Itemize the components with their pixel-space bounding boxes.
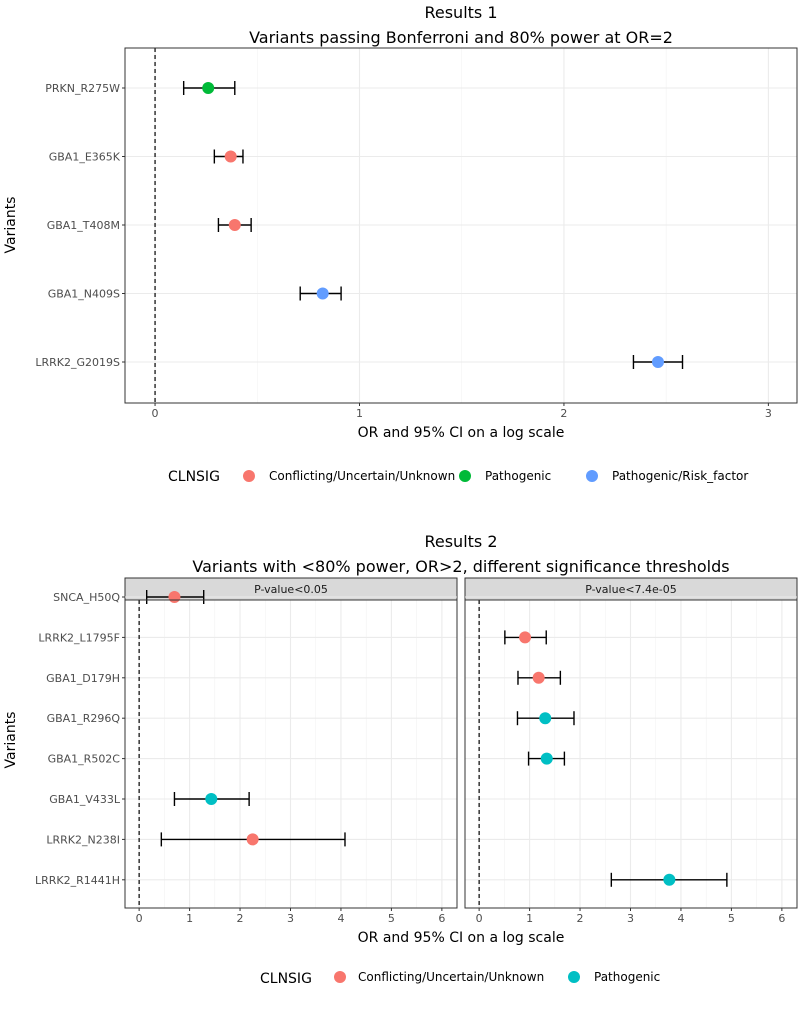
data-point (316, 287, 329, 300)
y-tick-label: GBA1_T408M (47, 219, 120, 232)
y-tick-label: LRRK2_R1441H (35, 874, 120, 887)
chart2-title: Results 2 (424, 532, 497, 551)
legend-label: Pathogenic/Risk_factor (612, 469, 748, 483)
x-tick-label: 3 (765, 407, 772, 420)
y-tick-label: GBA1_N409S (48, 288, 120, 301)
chart2-legend-title: CLNSIG (260, 971, 312, 987)
chart1-legend-title: CLNSIG (168, 469, 220, 485)
x-tick-label: 5 (728, 912, 735, 925)
x-tick-label: 2 (577, 912, 584, 925)
data-point (651, 356, 664, 368)
y-tick-label: GBA1_D179H (46, 672, 120, 685)
data-point (539, 712, 552, 725)
legend-key (459, 470, 471, 482)
y-tick-label: GBA1_E365K (49, 151, 121, 164)
legend-label: Pathogenic (594, 970, 660, 984)
chart2-subtitle: Variants with <80% power, OR>2, differen… (192, 557, 729, 576)
y-tick-label: PRKN_R275W (45, 82, 120, 95)
data-point (532, 671, 545, 684)
legend-key (568, 971, 580, 983)
facet-strip-label: P-value<0.05 (254, 583, 328, 596)
chart1-title: Results 1 (424, 3, 497, 22)
x-tick-label: 6 (438, 912, 445, 925)
panel-border (124, 599, 458, 909)
chart1-y-axis-title: Variants (3, 197, 19, 254)
y-tick-label: LRRK2_G2019S (35, 356, 120, 369)
x-tick-label: 1 (356, 407, 363, 420)
y-tick-label: LRRK2_L1795F (38, 631, 120, 644)
chart2-x-axis-title: OR and 95% CI on a log scale (358, 930, 565, 946)
x-tick-label: 2 (237, 912, 244, 925)
x-tick-label: 0 (476, 912, 483, 925)
chart2-y-axis-title: Variants (3, 712, 19, 769)
x-tick-label: 3 (627, 912, 634, 925)
data-point (663, 873, 676, 886)
legend-label: Conflicting/Uncertain/Unknown (358, 970, 544, 984)
data-point (246, 833, 259, 846)
legend-label: Pathogenic (485, 469, 551, 483)
data-point (202, 82, 215, 94)
panel-border (464, 599, 798, 909)
legend-key (334, 971, 346, 983)
x-tick-label: 3 (287, 912, 294, 925)
x-tick-label: 4 (677, 912, 684, 925)
data-point (540, 752, 553, 765)
legend-label: Conflicting/Uncertain/Unknown (269, 469, 455, 483)
legend-key (586, 470, 598, 482)
y-tick-label: GBA1_R296Q (47, 712, 121, 725)
x-tick-label: 2 (560, 407, 567, 420)
data-point (205, 793, 218, 805)
data-point (168, 591, 181, 603)
facet-strip-label: P-value<7.4e-05 (585, 583, 677, 596)
legend-key (243, 470, 255, 482)
y-tick-label: SNCA_H50Q (53, 591, 120, 604)
data-point (224, 150, 237, 163)
x-tick-label: 0 (152, 407, 159, 420)
x-tick-label: 5 (388, 912, 395, 925)
x-tick-label: 0 (136, 912, 143, 925)
y-tick-label: LRRK2_N238I (46, 833, 120, 846)
y-tick-label: GBA1_R502C (48, 753, 121, 766)
x-tick-label: 4 (337, 912, 344, 925)
data-point (228, 219, 241, 231)
data-point (519, 631, 532, 644)
x-tick-label: 6 (778, 912, 785, 925)
y-tick-label: GBA1_V433L (49, 793, 121, 806)
x-tick-label: 1 (526, 912, 533, 925)
x-tick-label: 1 (186, 912, 193, 925)
chart1-x-axis-title: OR and 95% CI on a log scale (358, 425, 565, 441)
chart1-subtitle: Variants passing Bonferroni and 80% powe… (249, 28, 673, 47)
panel-border (124, 47, 798, 404)
